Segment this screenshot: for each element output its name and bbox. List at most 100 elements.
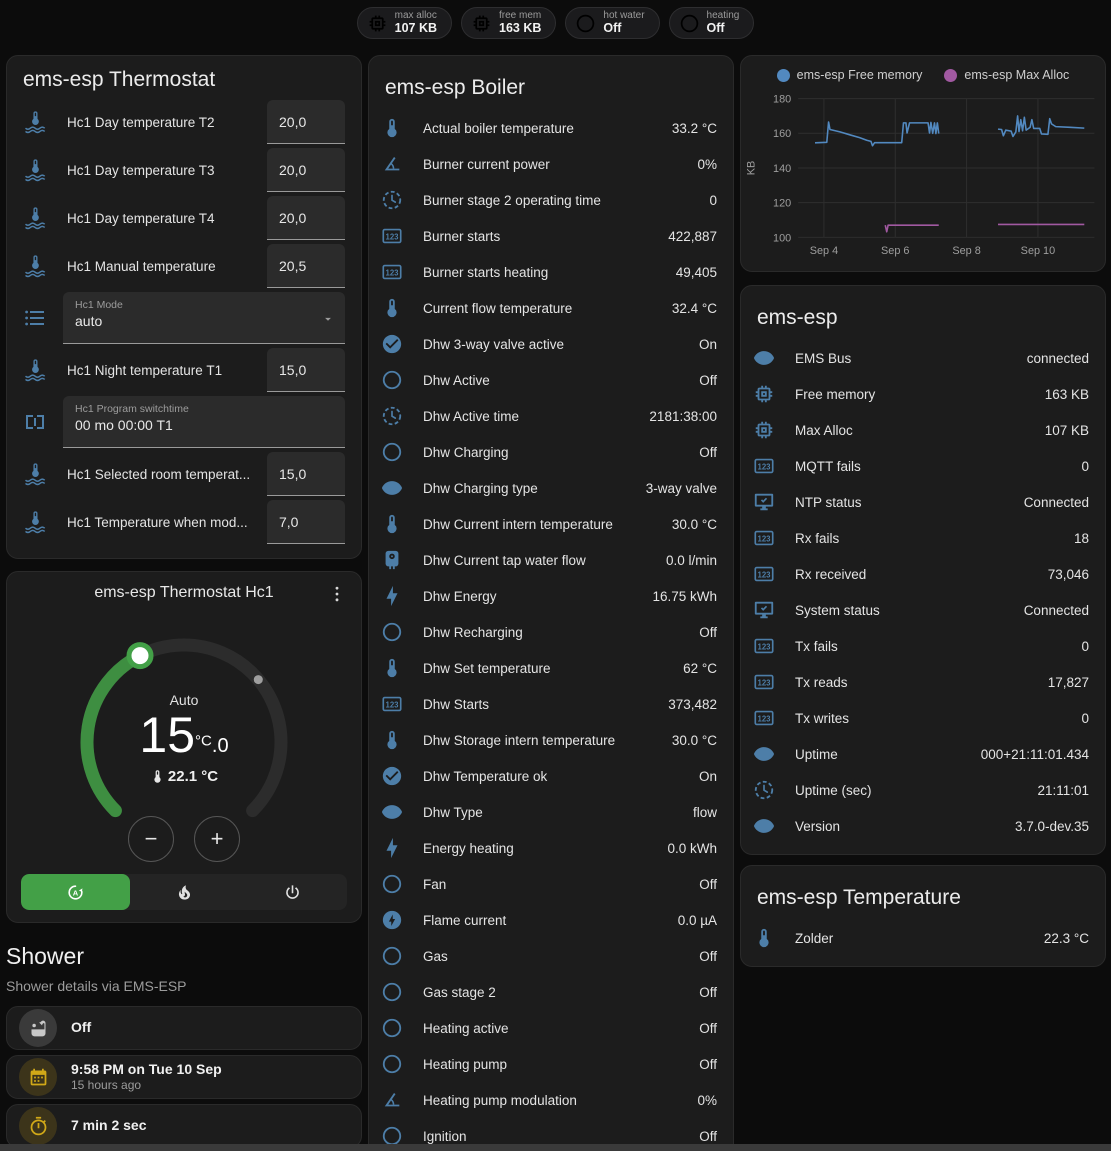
entity-name: System status — [795, 602, 880, 618]
entity-row[interactable]: Dhw Recharging Off — [369, 614, 733, 650]
entity-row[interactable]: Tx fails 0 — [741, 628, 1105, 664]
bolt-icon — [381, 837, 403, 859]
entity-row[interactable]: Dhw Starts 373,482 — [369, 686, 733, 722]
number-input[interactable]: 15,0 — [267, 348, 345, 392]
badge-free-mem[interactable]: free mem 163 KB — [461, 7, 557, 39]
entity-value: Off — [699, 444, 717, 460]
entity-row[interactable]: Version 3.7.0-dev.35 — [741, 808, 1105, 844]
entity-label: Hc1 Selected room temperat... — [67, 466, 251, 482]
entity-row[interactable]: Tx writes 0 — [741, 700, 1105, 736]
entity-row[interactable]: Burner stage 2 operating time 0 — [369, 182, 733, 218]
number-input[interactable]: 7,0 — [267, 500, 345, 544]
clock-icon — [753, 779, 775, 801]
entity-label: Hc1 Manual temperature — [67, 258, 216, 274]
eye-icon — [381, 801, 403, 823]
badge-heating[interactable]: heating Off — [668, 7, 755, 39]
number-row: Hc1 Night temperature T1 15,0 — [23, 348, 345, 392]
entity-name: Uptime (sec) — [795, 782, 872, 798]
entity-row[interactable]: Actual boiler temperature 33.2 °C — [369, 110, 733, 146]
switchtime-field[interactable]: Hc1 Program switchtime 00 mo 00:00 T1 — [63, 396, 345, 448]
circle-o-icon — [381, 981, 403, 1003]
entity-row[interactable]: Burner starts heating 49,405 — [369, 254, 733, 290]
entity-row[interactable]: Current flow temperature 32.4 °C — [369, 290, 733, 326]
text-field-row: Hc1 Program switchtime 00 mo 00:00 T1 — [23, 396, 345, 448]
thermometer-icon — [150, 769, 165, 784]
entity-row[interactable]: Dhw Active time 2181:38:00 — [369, 398, 733, 434]
emsesp-card: ems-esp EMS Bus connected Free memory 16… — [740, 285, 1106, 855]
entity-row[interactable]: Flame current 0.0 µA — [369, 902, 733, 938]
entity-row[interactable]: NTP status Connected — [741, 484, 1105, 520]
shower-state-card[interactable]: Off — [6, 1006, 362, 1050]
entity-row[interactable]: Dhw 3-way valve active On — [369, 326, 733, 362]
entity-row[interactable]: Dhw Storage intern temperature 30.0 °C — [369, 722, 733, 758]
entity-row[interactable]: Fan Off — [369, 866, 733, 902]
mode-auto-button[interactable] — [21, 874, 130, 910]
shower-last-time-card[interactable]: 9:58 PM on Tue 10 Sep 15 hours ago — [6, 1055, 362, 1099]
more-options-icon[interactable] — [327, 584, 347, 604]
entity-row[interactable]: System status Connected — [741, 592, 1105, 628]
decrease-temperature-button[interactable]: − — [128, 816, 174, 862]
entity-row[interactable]: Heating pump Off — [369, 1046, 733, 1082]
entity-row[interactable]: Heating active Off — [369, 1010, 733, 1046]
mode-heat-button[interactable] — [130, 874, 239, 910]
entity-row[interactable]: Burner starts 422,887 — [369, 218, 733, 254]
memory-history-chart-card[interactable]: ems-esp Free memory ems-esp Max Alloc 10… — [740, 55, 1106, 272]
mode-off-button[interactable] — [238, 874, 347, 910]
entity-value: 373,482 — [668, 696, 717, 712]
entity-row[interactable]: Uptime (sec) 21:11:01 — [741, 772, 1105, 808]
entity-row[interactable]: Gas stage 2 Off — [369, 974, 733, 1010]
number-input[interactable]: 20,5 — [267, 244, 345, 288]
horizontal-scrollbar[interactable] — [0, 1144, 1111, 1151]
entity-row[interactable]: Ignition Off — [369, 1118, 733, 1151]
entity-row[interactable]: Uptime 000+21:11:01.434 — [741, 736, 1105, 772]
entity-row[interactable]: Rx received 73,046 — [741, 556, 1105, 592]
badge-max-alloc[interactable]: max alloc 107 KB — [356, 7, 453, 39]
badge-hot-water[interactable]: hot water Off — [565, 7, 660, 39]
card-title: ems-esp — [757, 306, 838, 329]
entity-row[interactable]: Rx fails 18 — [741, 520, 1105, 556]
chevron-down-icon — [321, 312, 335, 326]
entity-row[interactable]: Energy heating 0.0 kWh — [369, 830, 733, 866]
entity-value: 2181:38:00 — [649, 408, 717, 424]
entity-row[interactable]: Dhw Charging Off — [369, 434, 733, 470]
entity-row[interactable]: Max Alloc 107 KB — [741, 412, 1105, 448]
entity-row[interactable]: Gas Off — [369, 938, 733, 974]
entity-label: Hc1 Temperature when mod... — [67, 514, 248, 530]
entity-name: Free memory — [795, 386, 876, 402]
entity-row[interactable]: Free memory 163 KB — [741, 376, 1105, 412]
counter-icon — [753, 707, 775, 729]
entity-label: Hc1 Night temperature T1 — [67, 362, 223, 378]
entity-row[interactable]: EMS Bus connected — [741, 340, 1105, 376]
badge-label: heating — [706, 10, 740, 22]
mode-select[interactable]: Hc1 Mode auto — [63, 292, 345, 344]
entity-row[interactable]: Dhw Active Off — [369, 362, 733, 398]
number-input[interactable]: 15,0 — [267, 452, 345, 496]
entity-row[interactable]: Zolder 22.3 °C — [741, 920, 1105, 956]
dial-handle[interactable] — [126, 642, 154, 670]
entity-value: Off — [699, 624, 717, 640]
circle-o-icon — [381, 873, 403, 895]
entity-row[interactable]: MQTT fails 0 — [741, 448, 1105, 484]
entity-row[interactable]: Heating pump modulation 0% — [369, 1082, 733, 1118]
entity-row[interactable]: Dhw Current tap water flow 0.0 l/min — [369, 542, 733, 578]
entity-row[interactable]: Dhw Temperature ok On — [369, 758, 733, 794]
number-input[interactable]: 20,0 — [267, 148, 345, 192]
number-input[interactable]: 20,0 — [267, 100, 345, 144]
entity-label: Hc1 Day temperature T3 — [67, 162, 215, 178]
shower-duration-card[interactable]: 7 min 2 sec — [6, 1104, 362, 1148]
entity-row[interactable]: Dhw Set temperature 62 °C — [369, 650, 733, 686]
entity-row[interactable]: Burner current power 0% — [369, 146, 733, 182]
entity-row[interactable]: Dhw Current intern temperature 30.0 °C — [369, 506, 733, 542]
entity-value: flow — [692, 804, 717, 820]
number-input[interactable]: 20,0 — [267, 196, 345, 240]
counter-icon — [381, 261, 403, 283]
entity-row[interactable]: Dhw Charging type 3-way valve — [369, 470, 733, 506]
badge-label: max alloc — [394, 10, 437, 22]
entity-value: Off — [699, 1056, 717, 1072]
entity-row[interactable]: Tx reads 17,827 — [741, 664, 1105, 700]
shower-last-time: 9:58 PM on Tue 10 Sep — [71, 1060, 222, 1077]
entity-row[interactable]: Dhw Energy 16.75 kWh — [369, 578, 733, 614]
entity-row[interactable]: Dhw Type flow — [369, 794, 733, 830]
entity-value: 422,887 — [668, 228, 717, 244]
increase-temperature-button[interactable]: + — [194, 816, 240, 862]
